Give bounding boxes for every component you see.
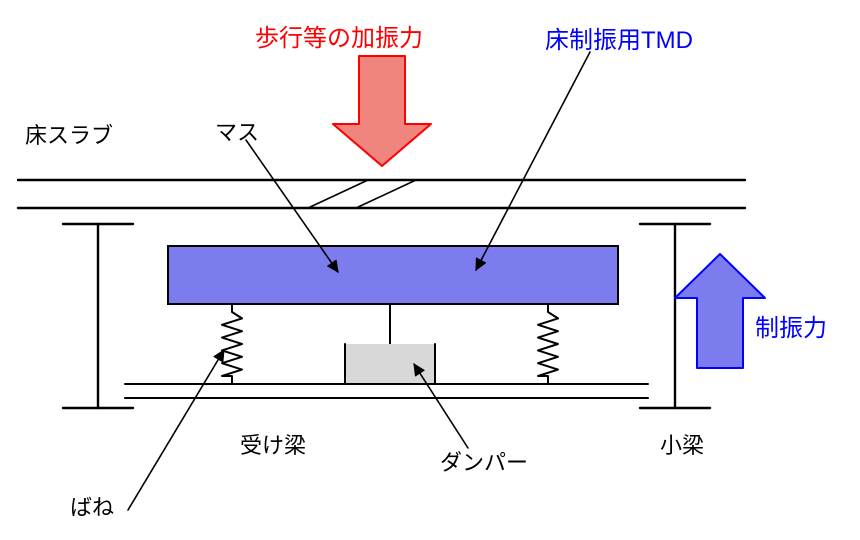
floor-slab-label: 床スラブ [25,118,113,150]
damper-label: ダンパー [440,445,528,477]
small-beam-label: 小梁 [660,428,704,460]
spring-label: ばね [70,490,114,522]
excitation-label: 歩行等の加振力 [255,18,423,53]
tmd-label: 床制振用TMD [545,20,693,55]
support-beam-label: 受け梁 [240,428,306,460]
control-force-label: 制振力 [755,308,827,343]
mass-label: マス [215,115,259,147]
